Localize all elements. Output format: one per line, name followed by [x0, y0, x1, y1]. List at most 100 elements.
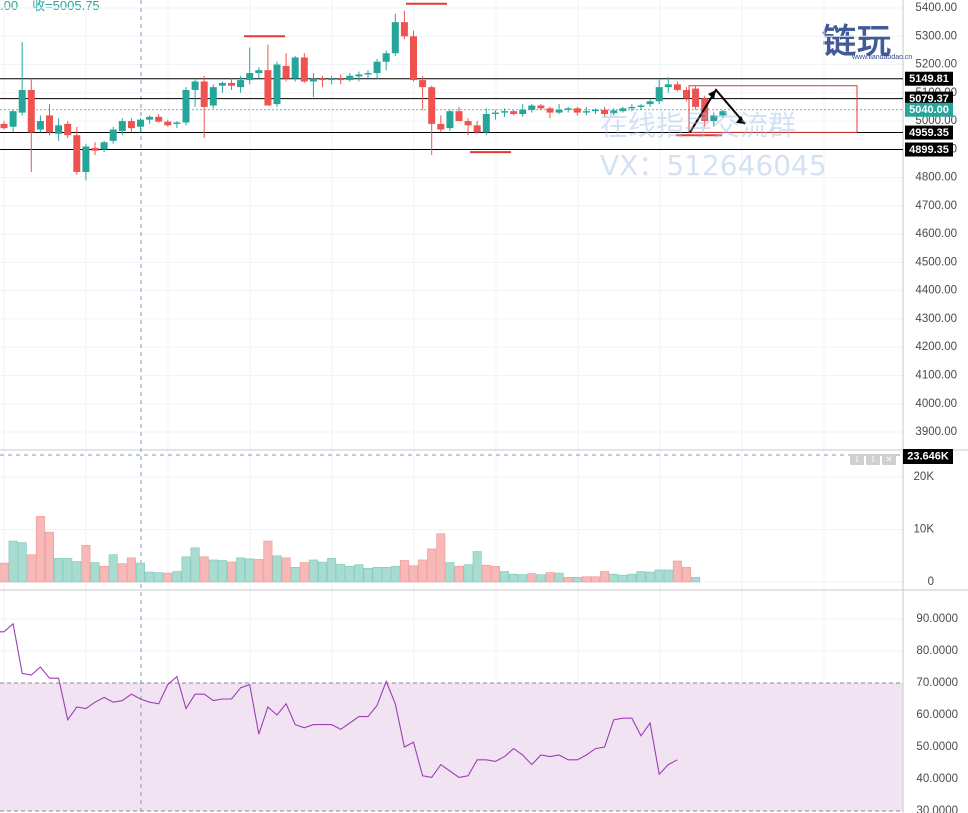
candle-body — [55, 125, 63, 134]
level-label-text: 4899.35 — [909, 144, 949, 156]
candle-body — [346, 75, 354, 81]
candle-body — [683, 89, 690, 99]
volume-bar — [399, 560, 409, 583]
volume-bar — [0, 562, 9, 583]
candle-body — [182, 89, 190, 123]
candle-body — [592, 109, 599, 112]
candle-body — [655, 87, 663, 102]
candle-body — [473, 125, 481, 133]
candle-body — [546, 108, 554, 113]
volume-bar — [445, 562, 455, 583]
candle-body — [9, 111, 17, 127]
volume-bar — [345, 565, 355, 583]
volume-bar — [145, 571, 155, 583]
candle-body — [482, 114, 490, 133]
brand-logo-subtitle: www.liandaodao.cn — [852, 54, 913, 61]
candle-body — [501, 111, 508, 113]
volume-bar — [81, 544, 91, 583]
candle-body — [428, 87, 436, 124]
price-tick-label: 4600.00 — [915, 228, 957, 240]
candle-body — [46, 115, 53, 133]
volume-bar — [627, 573, 637, 583]
volume-bar — [554, 572, 564, 583]
candle-body — [0, 123, 8, 129]
candle-body — [246, 73, 254, 81]
close-value: 收=5005.75 — [32, 0, 100, 13]
volume-bar — [654, 569, 664, 583]
rsi-tick-label: 80.0000 — [916, 645, 958, 657]
candle-body — [73, 135, 81, 172]
candle-body — [510, 111, 518, 114]
price-tick-label: 3900.00 — [915, 426, 957, 438]
volume-bar — [390, 565, 400, 583]
price-tick-label: 5300.00 — [915, 30, 957, 42]
price-tick-label: 4000.00 — [915, 398, 957, 410]
candle-body — [419, 80, 427, 88]
volume-bar — [354, 564, 364, 583]
volume-bar — [117, 563, 127, 583]
candle-body — [82, 146, 90, 172]
volume-bar — [527, 573, 537, 583]
candle-body — [173, 122, 181, 124]
candle-body — [228, 82, 235, 86]
volume-tick-label: 20K — [914, 471, 935, 483]
rsi-tick-label: 60.0000 — [916, 709, 958, 721]
volume-bar — [645, 571, 655, 583]
candle-body — [137, 119, 144, 127]
candle-body — [127, 121, 135, 129]
candle-body — [191, 81, 199, 90]
volume-bar — [63, 558, 73, 583]
watermark-line-2: VX：512646045 — [600, 149, 827, 182]
candle-body — [628, 106, 636, 109]
candle-body — [537, 105, 545, 109]
volume-bar — [481, 564, 491, 583]
volume-bar — [26, 554, 36, 583]
candle-body — [410, 36, 417, 81]
volume-bar — [163, 572, 173, 583]
candle-body — [337, 78, 345, 81]
volume-bar — [90, 562, 100, 583]
volume-bar — [181, 556, 191, 583]
volume-bar — [245, 558, 255, 583]
volume-bar — [99, 565, 109, 583]
candle-body — [27, 89, 35, 133]
level-label-box — [905, 71, 953, 86]
volume-bar — [227, 561, 237, 583]
candle-body — [291, 57, 299, 79]
close-pane-button[interactable]: ✕ — [882, 454, 896, 465]
candle-body — [619, 108, 627, 112]
candle-body — [464, 121, 472, 126]
volume-bar — [581, 576, 591, 583]
candle-body — [400, 22, 408, 37]
volume-bar — [290, 566, 300, 583]
move-up-button[interactable]: ⇧ — [850, 454, 864, 465]
move-down-button[interactable]: ⇩ — [866, 454, 880, 465]
candle-body — [664, 84, 672, 88]
volume-bar — [463, 564, 473, 583]
volume-bar — [272, 555, 282, 583]
arrow-head — [708, 89, 716, 99]
volume-bar — [236, 557, 246, 583]
candle-body — [18, 89, 26, 113]
volume-bar — [299, 562, 309, 583]
candle-body — [118, 121, 126, 131]
candle-body — [100, 142, 108, 150]
volume-bar — [72, 561, 82, 583]
volume-bar — [281, 557, 291, 583]
price-tick-label: 4300.00 — [915, 313, 957, 325]
volume-current-box — [903, 449, 953, 464]
volume-bar — [691, 576, 701, 583]
volume-bar — [126, 557, 136, 583]
volume-bar — [308, 559, 318, 583]
level-label-box — [905, 142, 953, 157]
watermark-line-1: 在线指导交流群 — [600, 109, 796, 142]
candle-body — [564, 108, 572, 110]
candle-body — [282, 65, 290, 79]
candle-body — [491, 112, 499, 114]
volume-bar — [536, 574, 546, 583]
level-label-text: 5149.81 — [909, 73, 949, 85]
candle-body — [155, 116, 163, 122]
candle-body — [300, 57, 308, 82]
volume-bar — [563, 576, 573, 583]
